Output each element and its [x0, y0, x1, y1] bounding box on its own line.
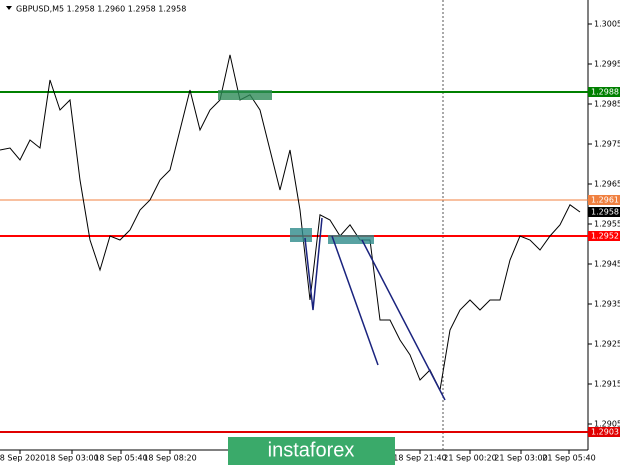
level-box [588, 195, 620, 205]
y-tick-label: 1.2955 [594, 220, 620, 229]
y-tick-label: 1.2985 [594, 100, 620, 109]
level-box [588, 87, 620, 97]
level-box [588, 427, 620, 437]
level-box [588, 231, 620, 241]
y-tick-label: 1.2925 [594, 340, 620, 349]
watermark: instaforex [268, 439, 355, 461]
zone [218, 90, 272, 100]
menu-arrow [6, 6, 12, 10]
y-tick-label: 1.2915 [594, 380, 620, 389]
x-tick-label: 21 Sep 00:20 [443, 454, 496, 463]
y-tick-label: 1.3005 [594, 20, 620, 29]
y-tick-label: 1.2995 [594, 60, 620, 69]
x-tick-label: 18 Sep 03:00 [45, 454, 98, 463]
trend-line [361, 239, 446, 401]
x-tick-label: 18 Sep 08:20 [143, 454, 196, 463]
trend-line [304, 217, 323, 311]
price-box [588, 207, 620, 217]
zone [328, 235, 374, 244]
chart-title: GBPUSD,M5 1.2958 1.2960 1.2958 1.2958 [16, 5, 186, 14]
x-tick-label: 18 Sep 21:40 [393, 454, 446, 463]
y-tick-label: 1.2975 [594, 140, 620, 149]
watermark-box [228, 437, 395, 465]
y-tick-label: 1.2905 [594, 420, 620, 429]
trend-line [331, 235, 379, 366]
price-line [0, 54, 581, 392]
level-label: 1.2961 [591, 196, 619, 205]
price-label: 1.2958 [591, 208, 619, 217]
level-label: 1.2952 [591, 232, 619, 241]
level-label: 1.2988 [591, 88, 619, 97]
x-tick-label: 18 Sep 05:40 [94, 454, 147, 463]
x-tick-label: 18 Sep 2020 [0, 454, 45, 463]
x-tick-label: 21 Sep 05:40 [542, 454, 595, 463]
zone [290, 228, 312, 242]
y-tick-label: 1.2935 [594, 300, 620, 309]
y-tick-label: 1.2965 [594, 180, 620, 189]
level-label: 1.2903 [591, 428, 619, 437]
y-tick-label: 1.2945 [594, 260, 620, 269]
x-tick-label: 21 Sep 03:00 [494, 454, 547, 463]
